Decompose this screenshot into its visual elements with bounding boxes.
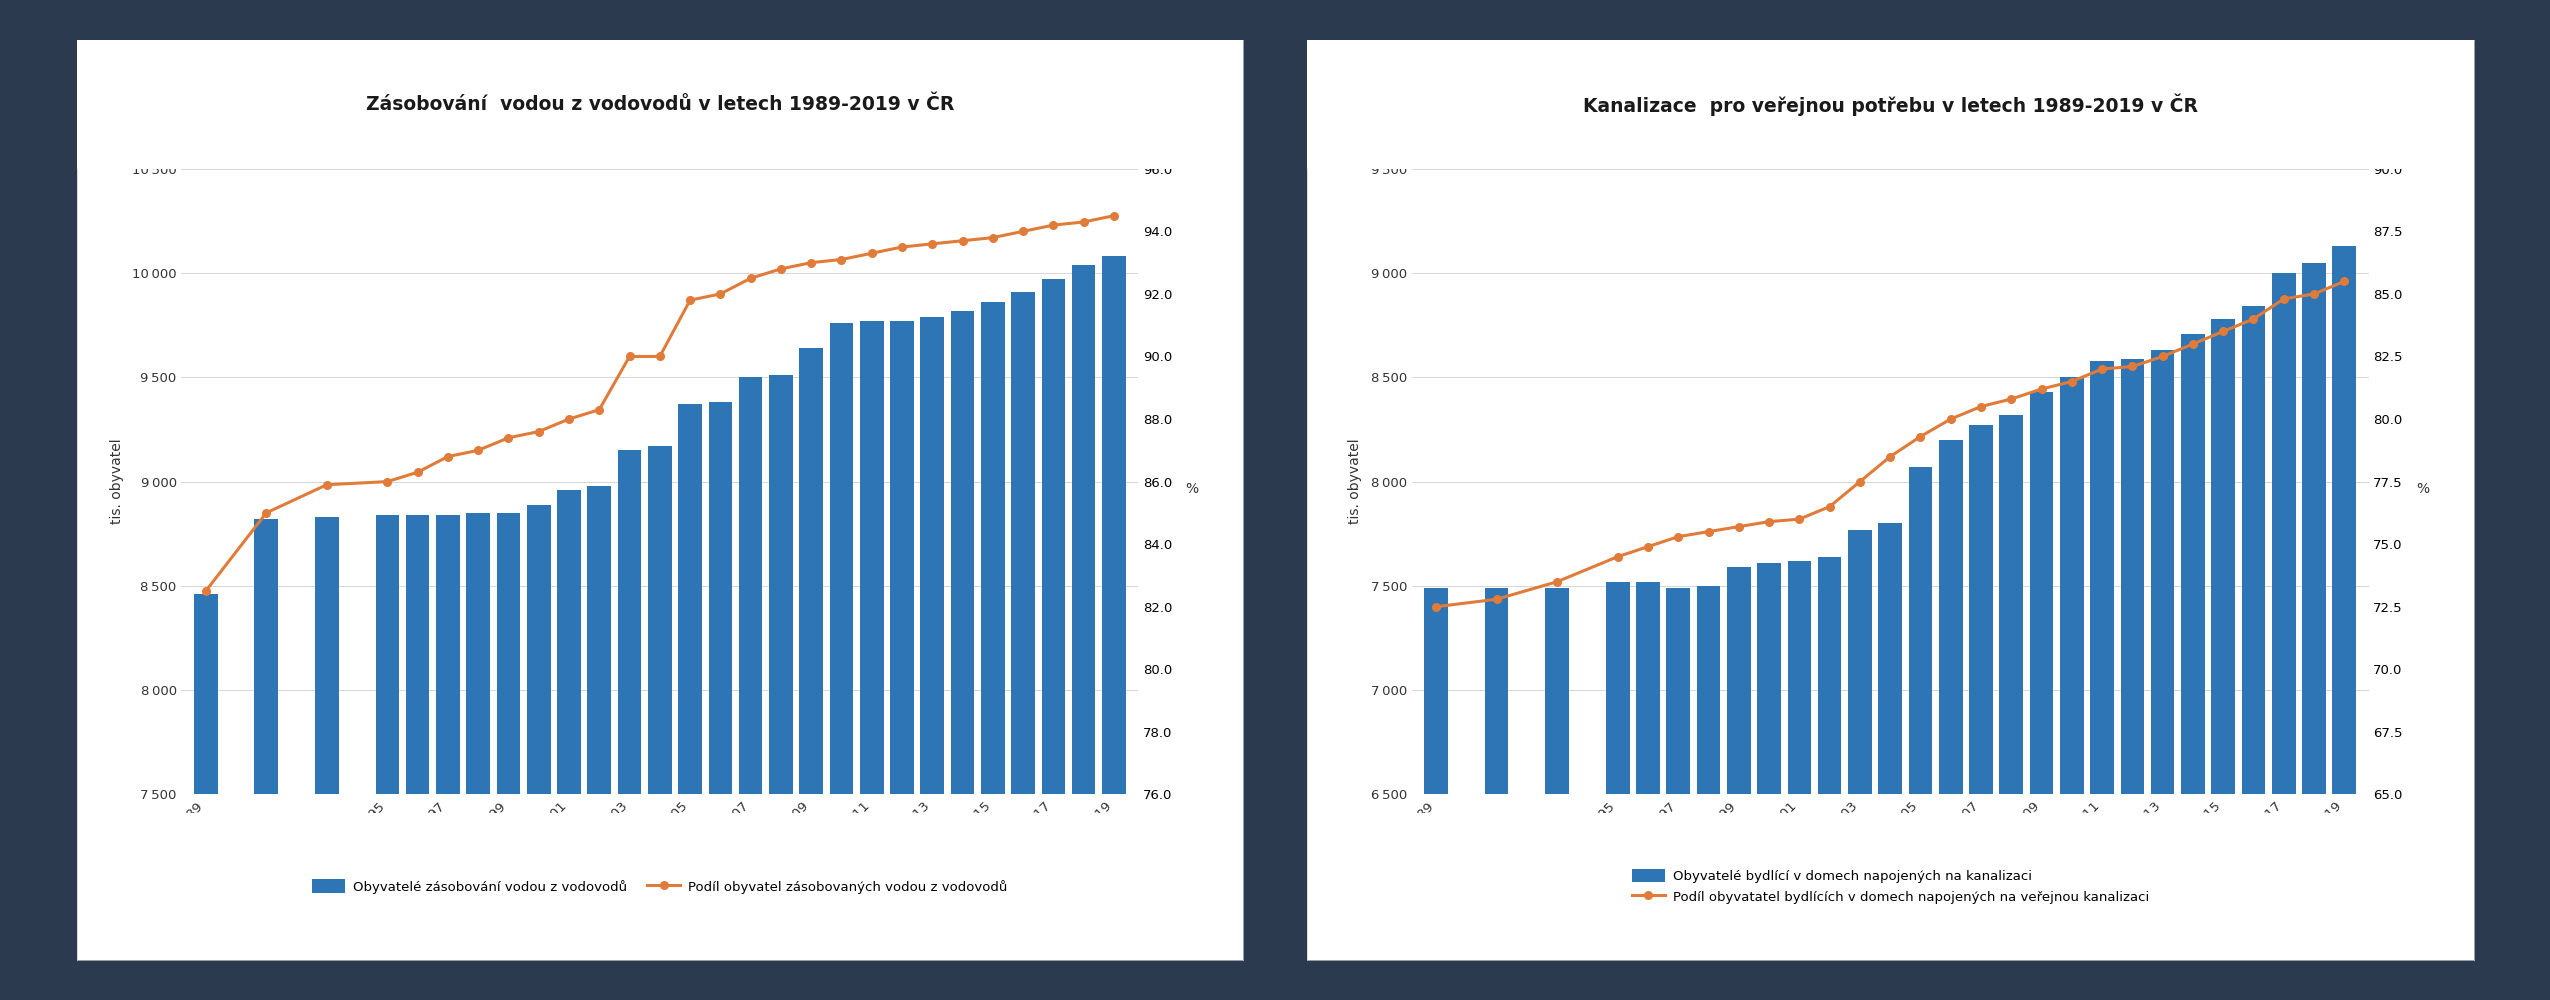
Bar xyxy=(255,519,278,1000)
Bar xyxy=(1425,588,1448,1000)
Legend: Obyvatelé bydlící v domech napojených na kanalizaci, Podíl obyvatatel bydlících : Obyvatelé bydlící v domech napojených na… xyxy=(1627,864,2155,909)
Bar xyxy=(436,515,459,1000)
Bar xyxy=(890,321,913,1000)
Bar xyxy=(1545,588,1568,1000)
Bar xyxy=(405,515,428,1000)
Legend: Obyvatelé zásobování vodou z vodovodů, Podíl obyvatel zásobovaných vodou z vodov: Obyvatelé zásobování vodou z vodovodů, P… xyxy=(306,874,1012,899)
Bar xyxy=(1102,256,1125,1000)
Bar xyxy=(1040,279,1066,1000)
Bar xyxy=(2180,334,2206,1000)
Bar xyxy=(1726,567,1752,1000)
Bar xyxy=(194,594,217,1000)
Bar xyxy=(1999,415,2022,1000)
Y-axis label: tis. obyvatel: tis. obyvatel xyxy=(1349,439,1362,524)
Bar xyxy=(467,513,490,1000)
Bar xyxy=(1484,588,1510,1000)
Bar xyxy=(1696,586,1721,1000)
Bar xyxy=(1969,425,1992,1000)
Y-axis label: %: % xyxy=(2415,482,2430,496)
Bar xyxy=(1938,440,1964,1000)
Bar xyxy=(2241,306,2264,1000)
Bar xyxy=(648,446,671,1000)
Bar xyxy=(1668,588,1691,1000)
Text: Zásobování  vodou z vodovodů v letech 1989-2019 v ČR: Zásobování vodou z vodovodů v letech 198… xyxy=(365,95,954,114)
Bar xyxy=(1788,561,1810,1000)
Bar xyxy=(1879,523,1902,1000)
Bar xyxy=(1012,292,1035,1000)
Bar xyxy=(617,450,643,1000)
Bar xyxy=(709,402,732,1000)
Bar xyxy=(951,311,974,1000)
Bar xyxy=(1907,467,1933,1000)
Bar xyxy=(921,317,944,1000)
Y-axis label: tis. obyvatel: tis. obyvatel xyxy=(110,439,122,524)
Bar xyxy=(2091,361,2114,1000)
Bar xyxy=(1818,557,1841,1000)
Bar xyxy=(375,515,400,1000)
Bar xyxy=(2303,263,2326,1000)
Bar xyxy=(982,302,1005,1000)
Bar xyxy=(2211,319,2234,1000)
Bar xyxy=(316,517,339,1000)
Bar xyxy=(859,321,882,1000)
Bar xyxy=(497,513,520,1000)
Bar xyxy=(2122,359,2145,1000)
Bar xyxy=(2030,392,2053,1000)
Bar xyxy=(678,404,701,1000)
Bar xyxy=(528,505,551,1000)
Text: Kanalizace  pro veřejnou potřebu v letech 1989-2019 v ČR: Kanalizace pro veřejnou potřebu v letech… xyxy=(1584,93,2198,116)
Bar xyxy=(798,348,824,1000)
Bar xyxy=(2150,350,2175,1000)
Bar xyxy=(2060,377,2083,1000)
Bar xyxy=(1637,582,1660,1000)
Bar xyxy=(1849,530,1872,1000)
Bar xyxy=(558,490,581,1000)
Bar xyxy=(586,486,612,1000)
Bar xyxy=(1757,563,1780,1000)
Bar xyxy=(2333,246,2356,1000)
Bar xyxy=(740,377,762,1000)
Bar xyxy=(770,375,793,1000)
Bar xyxy=(829,323,854,1000)
Bar xyxy=(2272,273,2295,1000)
Bar xyxy=(1071,265,1096,1000)
Bar xyxy=(1606,582,1629,1000)
Y-axis label: %: % xyxy=(1186,482,1198,496)
